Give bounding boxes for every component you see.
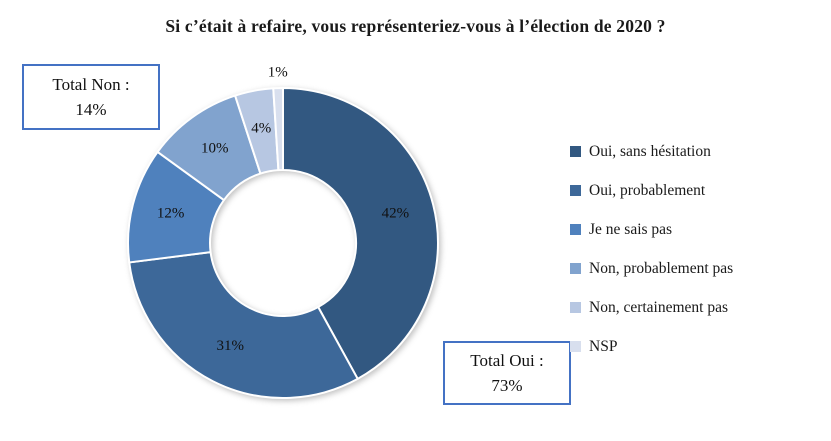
slice-1	[282, 87, 439, 380]
slice-label-2: 31%	[217, 338, 245, 354]
legend-marker-icon	[570, 263, 581, 274]
slice-6	[272, 87, 284, 172]
total-oui-box: Total Oui : 73%	[443, 341, 571, 405]
slice-label-5: 4%	[251, 121, 271, 137]
slice-label-3: 12%	[157, 206, 185, 222]
legend-item-3: Je ne sais pas	[570, 210, 733, 249]
slice-label-6: 1%	[268, 65, 288, 81]
legend-label: Non, probablement pas	[589, 259, 734, 277]
slice-label-1: 42%	[382, 206, 410, 222]
legend-item-1: Oui, sans hésitation	[570, 132, 733, 171]
legend-marker-icon	[570, 146, 581, 157]
legend-marker-icon	[570, 224, 581, 235]
legend-marker-icon	[570, 185, 581, 196]
total-non-value: 14%	[75, 100, 107, 119]
chart-title: Si c’était à refaire, vous représenterie…	[165, 16, 666, 36]
total-non-label: Total Non :	[52, 74, 130, 94]
donut-slices	[126, 87, 439, 399]
total-oui-value: 73%	[491, 376, 523, 395]
legend-item-4: Non, probablement pas	[570, 249, 733, 288]
total-non-box: Total Non : 14%	[22, 64, 160, 130]
slice-2	[128, 251, 359, 399]
legend-item-5: Non, certainement pas	[570, 288, 733, 327]
legend-label: NSP	[589, 337, 618, 355]
legend-label: Je ne sais pas	[589, 220, 673, 238]
legend-marker-icon	[570, 302, 581, 313]
legend-label: Oui, probablement	[589, 181, 706, 199]
legend-item-6: NSP	[570, 327, 733, 366]
legend-marker-icon	[570, 341, 581, 352]
total-oui-label: Total Oui :	[470, 350, 544, 370]
legend: Oui, sans hésitation Oui, probablement Je …	[570, 132, 733, 366]
slice-labels: 42% 31% 12% 10% 4% 1%	[157, 65, 409, 354]
legend-label: Non, certainement pas	[589, 298, 729, 316]
legend-label: Oui, sans hésitation	[589, 142, 711, 160]
legend-item-2: Oui, probablement	[570, 171, 733, 210]
slice-label-4: 10%	[201, 141, 229, 157]
